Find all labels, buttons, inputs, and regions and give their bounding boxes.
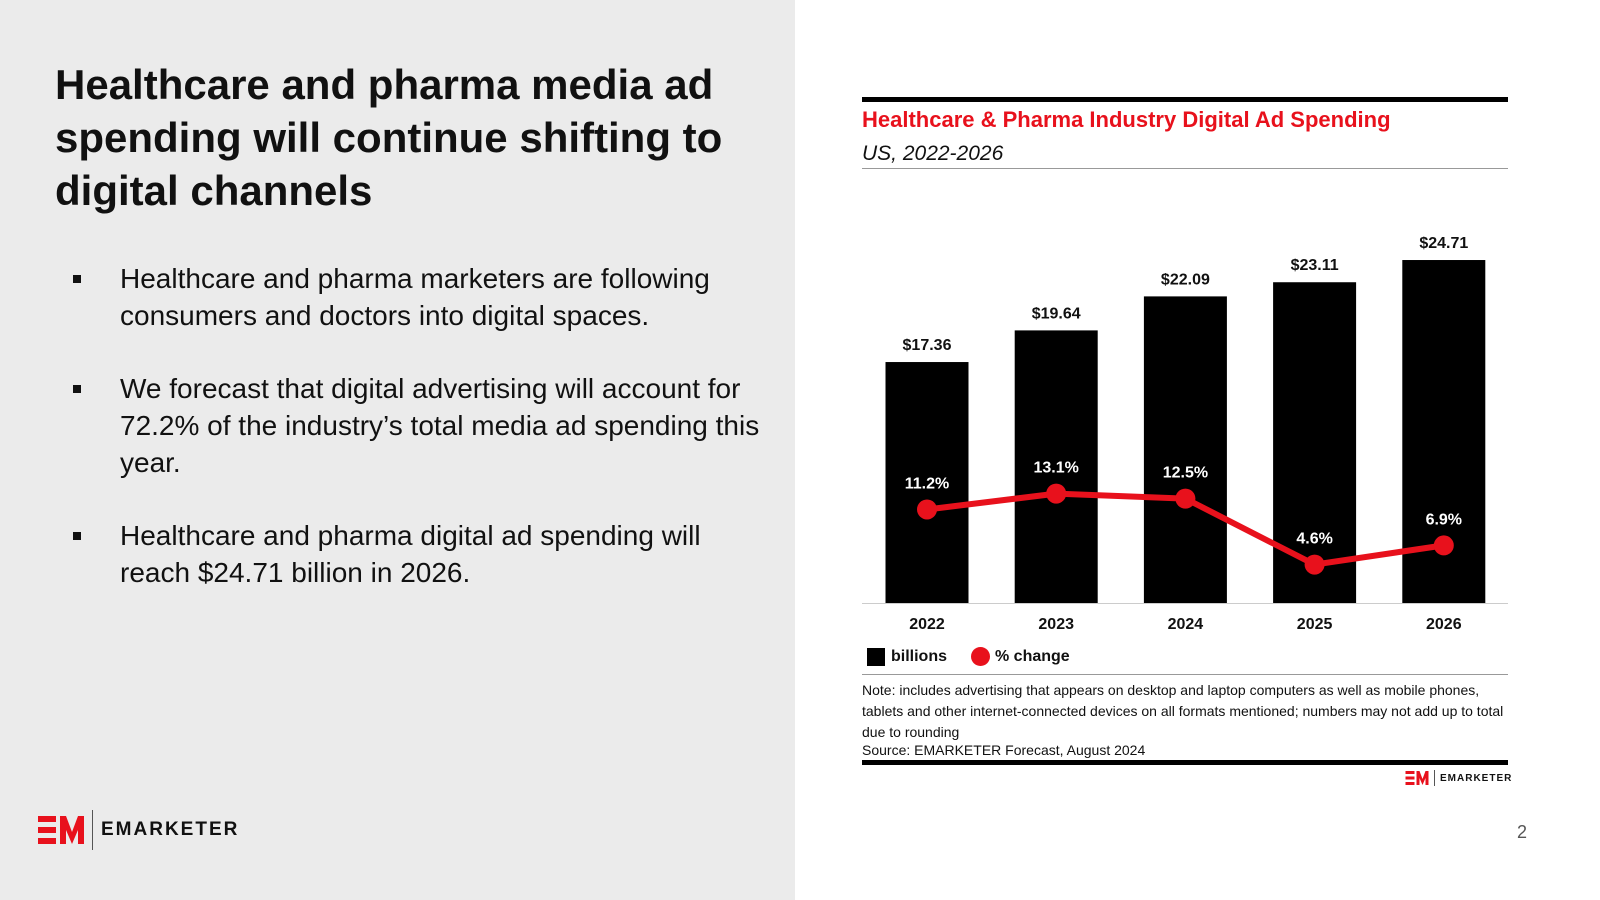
divider [862, 674, 1508, 675]
bullet-square-icon [73, 275, 81, 283]
pct-change-point [1046, 483, 1067, 504]
x-tick-label: 2025 [1297, 616, 1333, 633]
page-number: 2 [1517, 822, 1528, 842]
pct-change-label: 13.1% [1034, 460, 1079, 477]
bullet-item: Healthcare and pharma marketers are foll… [70, 260, 770, 334]
legend-bar-swatch-icon [867, 647, 885, 666]
chart-legend: billions % change [867, 647, 1070, 666]
x-tick-label: 2026 [1426, 616, 1462, 633]
x-tick-label: 2022 [909, 616, 945, 633]
bar [1014, 330, 1098, 603]
pct-change-point [1175, 488, 1196, 509]
bullet-square-icon [73, 532, 81, 540]
bar [1143, 296, 1227, 603]
divider [862, 168, 1508, 169]
chart-note: Note: includes advertising that appears … [862, 682, 1504, 740]
bar [885, 362, 969, 603]
slide-title: Healthcare and pharma media ad spending … [55, 61, 723, 214]
bullet-square-icon [73, 385, 81, 393]
chart-top-rule [862, 97, 1508, 102]
chart-source: Source: EMARKETER Forecast, August 2024 [862, 742, 1146, 758]
pct-change-point [1304, 554, 1325, 575]
legend-label: % change [995, 647, 1070, 665]
pct-change-label: 11.2% [905, 475, 949, 492]
bar-value-label: $17.36 [903, 337, 952, 354]
legend-label: billions [891, 647, 947, 665]
chart-title: Healthcare & Pharma Industry Digital Ad … [862, 107, 1391, 132]
bar-value-label: $19.64 [1032, 305, 1081, 322]
pct-change-point [1433, 535, 1454, 556]
em-logo-icon [1405, 771, 1429, 785]
bullet-text: Healthcare and pharma marketers are foll… [120, 263, 710, 331]
pct-change-label: 4.6% [1296, 531, 1332, 548]
pct-change-label: 6.9% [1426, 511, 1462, 528]
pct-change-point [917, 499, 937, 520]
em-logo-icon [38, 816, 84, 844]
bar-value-label: $24.71 [1419, 235, 1468, 252]
pct-change-label: 12.5% [1163, 465, 1208, 482]
logo-text: EMARKETER [101, 819, 240, 840]
bar-value-label: $22.09 [1161, 271, 1210, 288]
chart-emarketer-logo: EMARKETER [1405, 770, 1512, 786]
logo-text: EMARKETER [1440, 772, 1513, 784]
x-tick-label: 2024 [1168, 616, 1204, 633]
chart-subtitle: US, 2022-2026 [862, 142, 1004, 165]
bullet-text: Healthcare and pharma digital ad spendin… [120, 520, 701, 588]
bullet-text: We forecast that digital advertising wil… [120, 373, 760, 478]
emarketer-logo: EMARKETER [38, 810, 239, 850]
bullet-list: Healthcare and pharma marketers are foll… [70, 260, 770, 627]
logo-divider [92, 810, 93, 850]
x-tick-label: 2023 [1038, 616, 1074, 633]
bullet-item: We forecast that digital advertising wil… [70, 370, 770, 481]
text-panel [0, 0, 795, 900]
bar-value-label: $23.11 [1291, 257, 1339, 274]
logo-divider [1434, 770, 1435, 786]
bullet-item: Healthcare and pharma digital ad spendin… [70, 517, 770, 591]
legend-dot-icon [971, 647, 990, 666]
chart-bottom-rule [862, 760, 1508, 765]
